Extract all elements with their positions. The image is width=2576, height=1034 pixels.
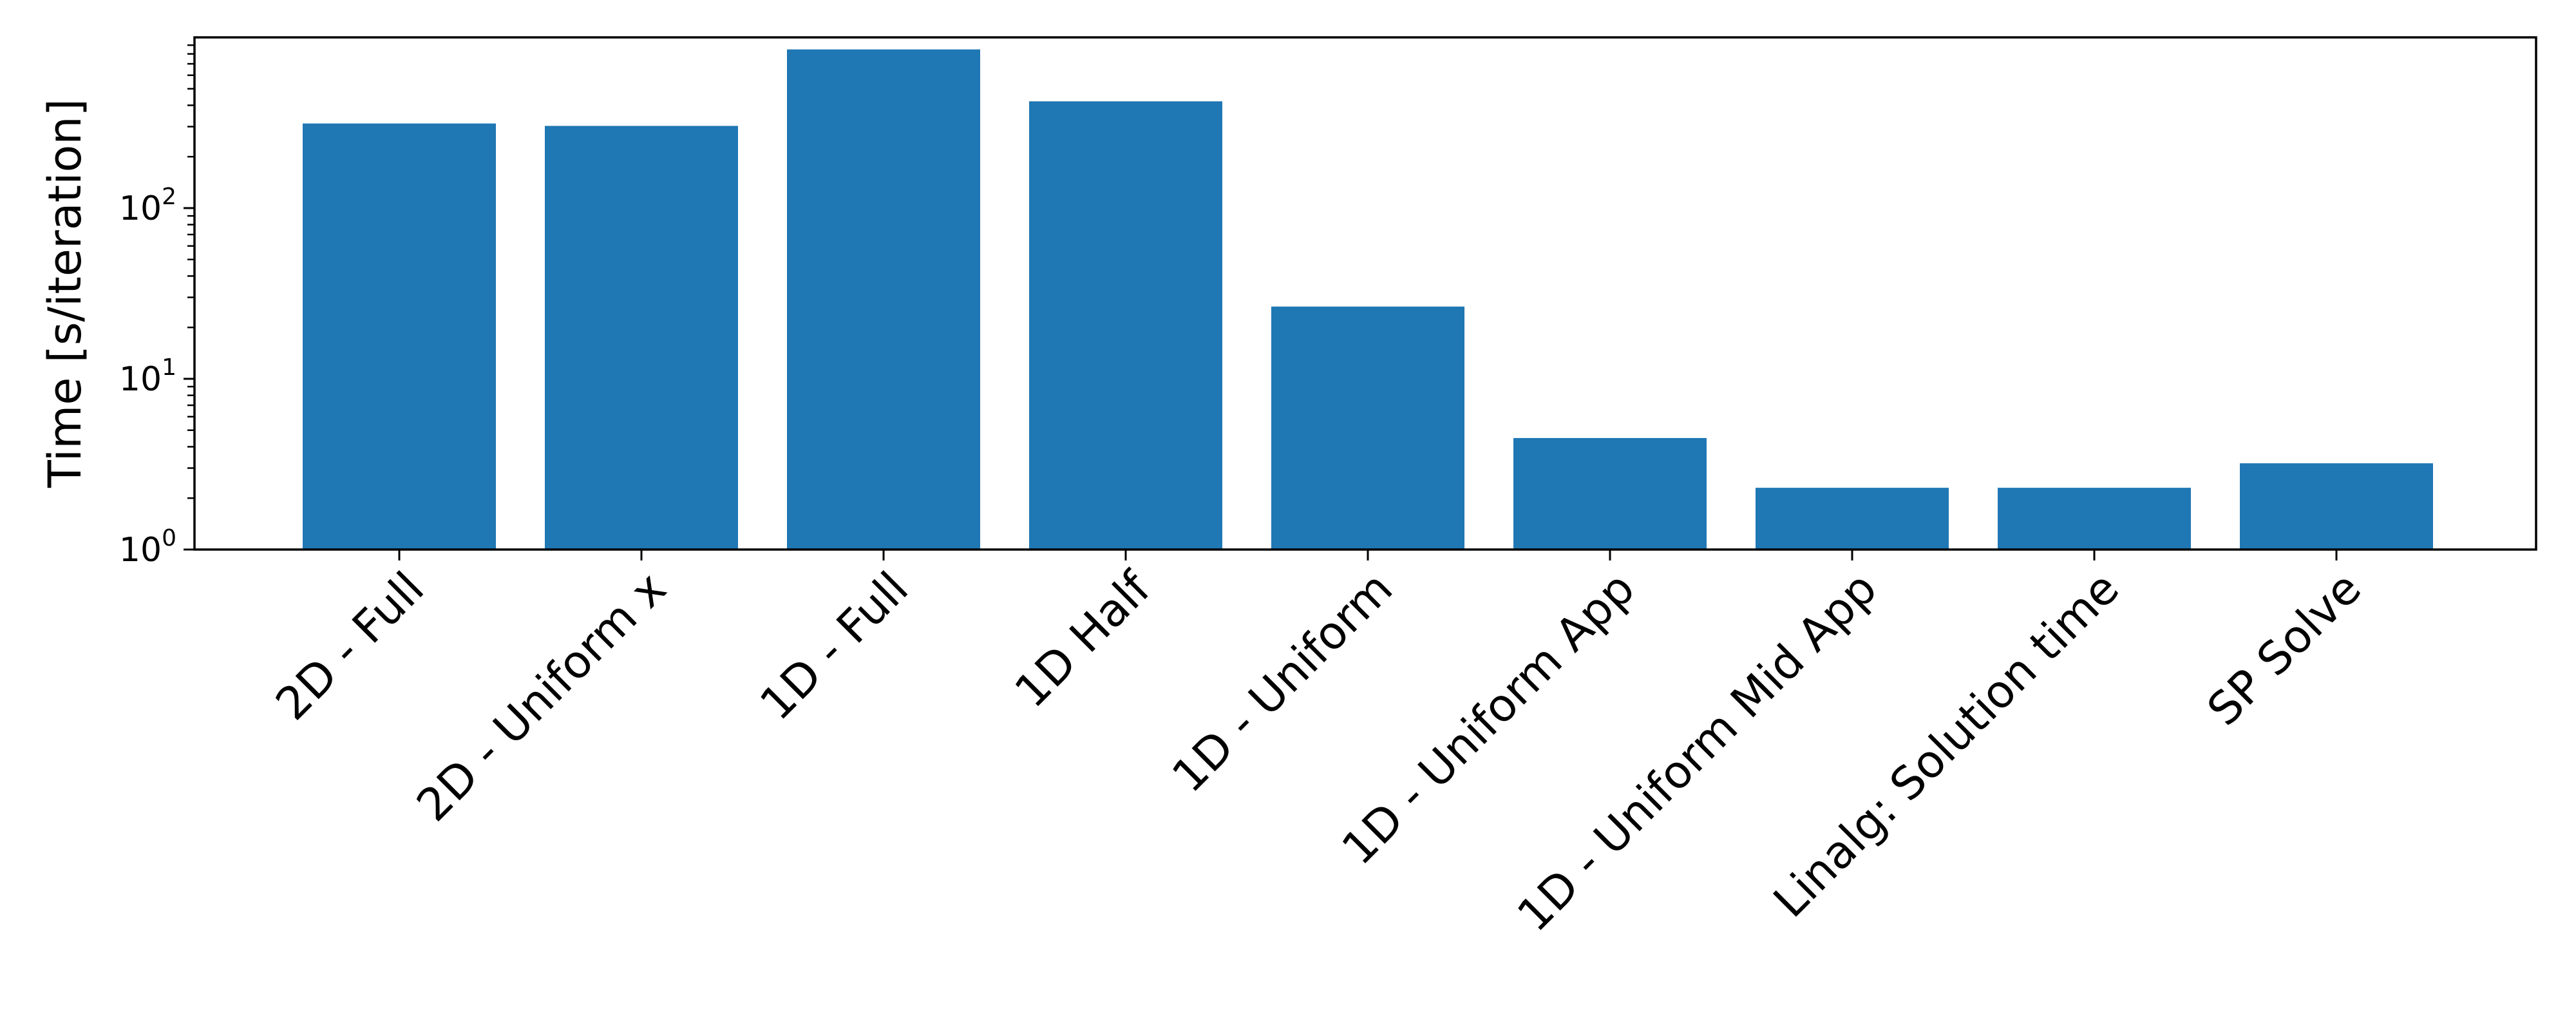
bar xyxy=(1513,437,1707,550)
y-tick-label: 102 xyxy=(119,184,176,228)
bars xyxy=(303,49,2433,550)
bar xyxy=(1271,306,1464,550)
x-tick-label: 2D - Uniform x xyxy=(406,562,676,832)
x-tick-label: 2D - Full xyxy=(265,562,434,731)
bar xyxy=(1756,488,1949,550)
y-axis-ticks: 100 101 102 xyxy=(119,44,194,570)
bar xyxy=(303,123,496,550)
x-tick-label: 1D - Uniform xyxy=(1162,562,1403,803)
y-axis-label: Time [s/iteration] xyxy=(39,99,91,488)
plot-frame xyxy=(193,36,2537,551)
axes xyxy=(193,36,2537,551)
x-tick-label: 1D Half xyxy=(1005,561,1161,718)
y-tick-label: 101 xyxy=(119,354,176,399)
bar xyxy=(1029,101,1222,550)
bar xyxy=(545,126,738,550)
bar xyxy=(787,49,980,550)
x-tick-label: SP Solve xyxy=(2197,562,2371,736)
bar xyxy=(2240,463,2433,550)
bar xyxy=(1998,488,2191,550)
x-tick-label: 1D - Full xyxy=(750,562,918,731)
y-tick-label: 100 xyxy=(119,525,176,570)
